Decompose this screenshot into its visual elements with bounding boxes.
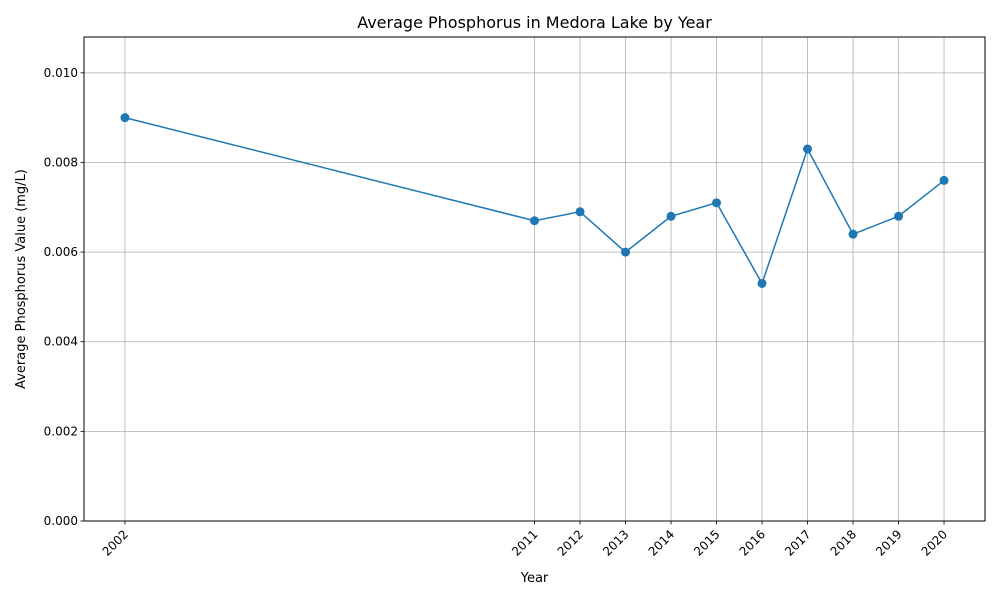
- data-point: [666, 211, 676, 221]
- y-tick-label: 0.008: [44, 155, 78, 169]
- x-tick-label: 2011: [509, 527, 540, 558]
- data-point: [848, 229, 858, 239]
- y-tick-label: 0.002: [44, 424, 78, 438]
- x-tick-label: 2016: [737, 527, 768, 558]
- data-series: [120, 113, 949, 288]
- data-point: [939, 175, 949, 185]
- data-point: [530, 216, 539, 226]
- data-point: [712, 198, 722, 208]
- x-tick-label: 2012: [555, 527, 586, 558]
- data-point: [894, 211, 904, 221]
- y-tick-label: 0.004: [44, 335, 78, 349]
- axis-ticks: 0.000 0.002 0.004 0.006 0.008 0.010 2002 2011 20…: [44, 66, 951, 559]
- data-point: [757, 278, 767, 288]
- y-tick-label: 0.000: [44, 514, 78, 528]
- x-tick-label: 2018: [828, 527, 859, 558]
- grid: [84, 37, 985, 522]
- y-tick-label: 0.010: [44, 66, 78, 80]
- x-tick-label: 2019: [873, 527, 904, 558]
- x-tick-label: 2017: [782, 527, 813, 558]
- x-tick-label: 2015: [691, 527, 722, 558]
- x-tick-label: 2014: [646, 527, 677, 558]
- x-tick-label: 2002: [100, 527, 131, 558]
- x-tick-label: 2013: [600, 527, 631, 558]
- data-point: [803, 144, 813, 154]
- x-axis-label: Year: [520, 571, 549, 586]
- x-tick-label: 2020: [919, 527, 950, 558]
- y-tick-label: 0.006: [44, 245, 78, 259]
- data-point: [621, 247, 631, 257]
- data-point: [120, 113, 130, 123]
- y-axis-label: Average Phosphorus Value (mg/L): [14, 169, 29, 389]
- data-point: [575, 207, 585, 217]
- chart-title: Average Phosphorus in Medora Lake by Yea…: [357, 13, 712, 32]
